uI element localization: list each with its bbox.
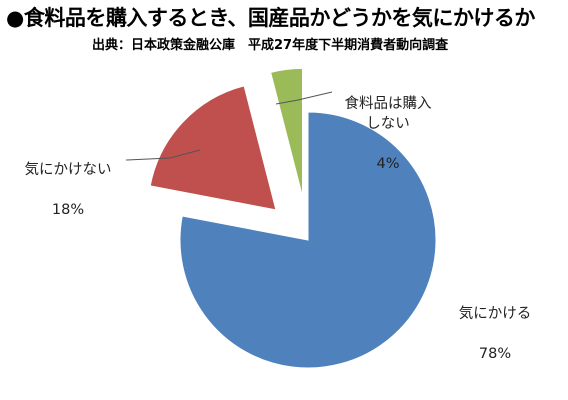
slice-label-value: 78% bbox=[478, 346, 512, 362]
slice-label-value: 18% bbox=[51, 202, 85, 218]
pie-slice-kinikakenai bbox=[149, 85, 277, 211]
slice-label-kinikakenai: 気にかけない 18% bbox=[12, 140, 124, 240]
pie-slice-kinikakeru bbox=[179, 111, 437, 369]
leader-line-kinikakenai bbox=[125, 149, 201, 161]
slice-label-value: 4% bbox=[376, 156, 400, 172]
slice-label-text: 気にかける bbox=[458, 306, 532, 322]
leader-line-konyushinai bbox=[275, 91, 333, 105]
slice-label-konyushinai: 食料品は購入 しない 4% bbox=[332, 74, 444, 194]
chart-title: ●食料品を購入するとき、国産品かどうかを気にかけるか bbox=[6, 6, 535, 30]
slice-label-text: 気にかけない bbox=[24, 162, 112, 178]
slice-label-text: 食料品は購入 しない bbox=[344, 96, 432, 132]
slice-label-kinikakeru: 気にかける 78% bbox=[446, 284, 544, 384]
chart-source: 出典：日本政策金融公庫 平成27年度下半期消費者動向調査 bbox=[92, 38, 449, 53]
pie-slice-konyushinai bbox=[270, 67, 303, 197]
